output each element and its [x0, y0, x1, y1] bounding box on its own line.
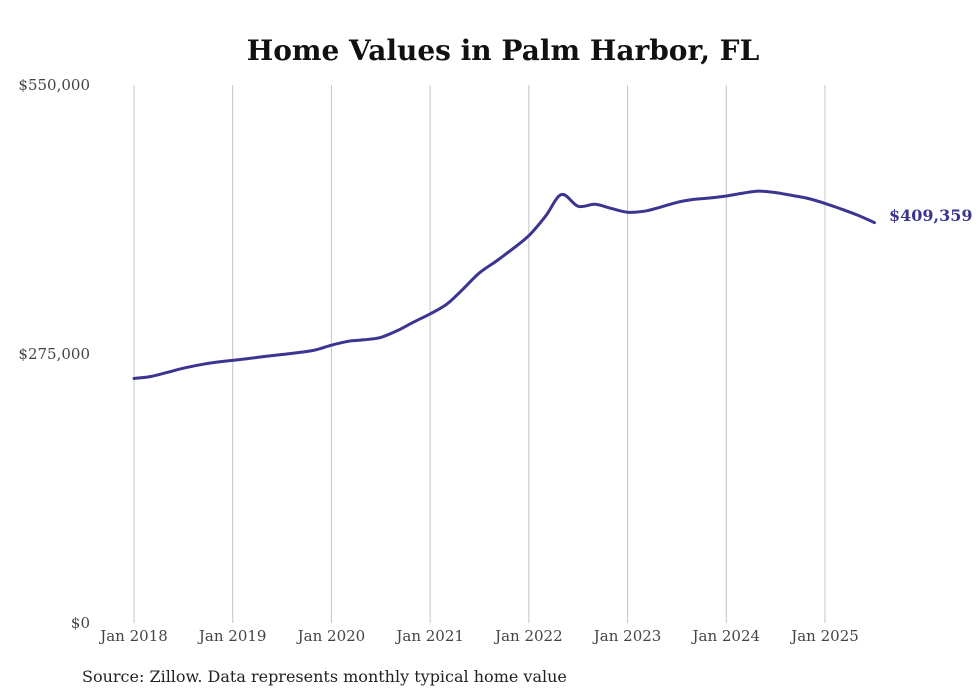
x-tick-label: Jan 2025: [789, 627, 859, 645]
x-tick-label: Jan 2023: [592, 627, 662, 645]
x-tick-label: Jan 2024: [691, 627, 761, 645]
gridlines: [133, 85, 826, 623]
source-note: Source: Zillow. Data represents monthly …: [82, 667, 567, 686]
chart-title: Home Values in Palm Harbor, FL: [247, 34, 760, 67]
series-layer: [132, 189, 876, 380]
x-axis-ticks: Jan 2018 Jan 2019 Jan 2020 Jan 2021 Jan 2022…: [98, 627, 859, 645]
y-axis-ticks: $0 $275,000 $550,000: [18, 76, 90, 632]
series-line-0: [132, 189, 876, 380]
x-tick-label: Jan 2018: [98, 627, 168, 645]
x-tick-label: Jan 2019: [197, 627, 267, 645]
x-tick-label: Jan 2021: [394, 627, 464, 645]
y-tick-label: $0: [71, 614, 90, 632]
x-tick-label: Jan 2020: [296, 627, 366, 645]
y-tick-label: $275,000: [18, 345, 90, 363]
x-tick-label: Jan 2022: [493, 627, 563, 645]
y-tick-label: $550,000: [18, 76, 90, 94]
end-value-label: $409,359: [889, 206, 973, 225]
